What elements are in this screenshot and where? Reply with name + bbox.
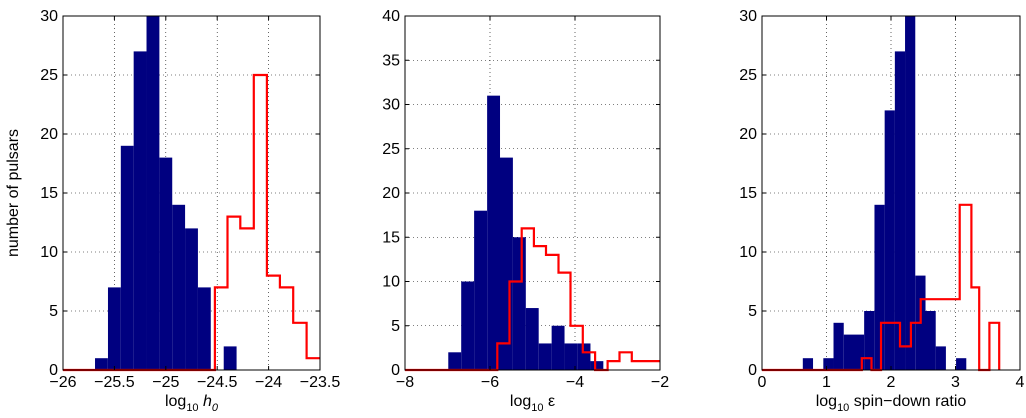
x-tick-label: 0: [758, 374, 767, 391]
y-tick-label: 30: [382, 97, 400, 114]
x-tick-label: 4: [1016, 374, 1025, 391]
histogram-bar: [823, 358, 834, 370]
histogram-bar: [853, 334, 865, 370]
x-axis-label: log10 spin−down ratio: [816, 393, 967, 414]
x-axis-label-base: log: [816, 393, 837, 410]
x-axis-label-base: log: [165, 393, 186, 410]
y-tick-label: 20: [382, 185, 400, 202]
histogram-bar: [185, 228, 198, 370]
step-outline: [63, 73, 320, 372]
histogram-bar: [935, 346, 946, 370]
histogram-bar: [874, 204, 885, 370]
x-axis-label-base: log: [510, 393, 531, 410]
x-axis-label-symbol: ε: [544, 393, 556, 410]
y-tick-label: 25: [382, 141, 400, 158]
x-tick-label: −25.5: [94, 374, 135, 391]
histogram-bar: [564, 343, 578, 370]
y-tick-label: 15: [40, 185, 58, 202]
x-tick-label: −8: [396, 374, 414, 391]
x-tick-label: 3: [951, 374, 960, 391]
y-tick-label: 10: [40, 244, 58, 261]
y-tick-label: 0: [391, 362, 400, 379]
histogram-bar: [172, 204, 186, 370]
y-tick-label: 5: [748, 303, 757, 320]
histogram-bar: [894, 51, 906, 371]
y-tick-label: 20: [739, 126, 757, 143]
x-tick-label: −24.5: [197, 374, 238, 391]
histogram-bar: [843, 334, 854, 370]
x-tick-label: −2: [651, 374, 669, 391]
x-axis-label-subscript: 10: [186, 402, 198, 414]
x-tick-label: −24: [255, 374, 282, 391]
histogram-bar: [474, 210, 488, 370]
histogram-bar: [461, 281, 475, 370]
y-tick-label: 20: [40, 126, 58, 143]
x-tick-label: −6: [481, 374, 499, 391]
y-tick-label: 15: [382, 229, 400, 246]
y-tick-label: 30: [739, 8, 757, 25]
y-tick-label: 5: [391, 318, 400, 335]
x-tick-label: 1: [822, 374, 831, 391]
histogram-bar: [223, 346, 237, 370]
histogram-bar: [159, 157, 173, 370]
x-tick-label: 2: [887, 374, 896, 391]
y-tick-label: 10: [382, 274, 400, 291]
x-axis-label: log10 ε: [510, 393, 555, 414]
x-axis-label-subscript: 10: [531, 402, 543, 414]
histogram-bar: [146, 16, 160, 370]
x-axis-label-symbol: h: [203, 393, 212, 410]
histogram-bar: [884, 110, 895, 371]
histogram-bar: [95, 358, 108, 370]
histogram-bar: [197, 287, 211, 370]
y-tick-label: 0: [748, 362, 757, 379]
histogram-bar: [107, 287, 121, 370]
x-tick-label: −26: [49, 374, 76, 391]
x-axis-label-symbol-subscript: 0: [212, 402, 219, 414]
x-tick-label: −23.5: [300, 374, 341, 391]
x-tick-label: −25: [152, 374, 179, 391]
y-tick-label: 15: [739, 185, 757, 202]
histogram-bar: [512, 237, 526, 370]
y-tick-label: 35: [382, 52, 400, 69]
x-axis-label: log10 h0: [165, 393, 219, 414]
histogram-bar: [133, 51, 147, 371]
histogram-bar: [802, 358, 814, 370]
y-tick-label: 30: [40, 8, 58, 25]
histogram-bar: [500, 157, 513, 370]
histogram-bar: [525, 308, 539, 370]
histogram-bar: [487, 95, 501, 371]
y-tick-label: 40: [382, 8, 400, 25]
y-tick-label: 0: [49, 362, 58, 379]
y-tick-label: 25: [40, 67, 58, 84]
step-outline: [405, 227, 660, 372]
y-tick-label: 10: [739, 244, 757, 261]
y-tick-label: 25: [739, 67, 757, 84]
panel-h0: −26 −25.5 −25 −24.5 −24 −23.5051015202530log1…: [40, 8, 340, 414]
histogram-bar: [864, 311, 875, 370]
histogram-bar: [956, 358, 967, 370]
histogram-bar: [590, 361, 604, 370]
histogram-bar: [925, 311, 936, 370]
histogram-bar: [833, 322, 844, 370]
histogram-bar: [448, 352, 462, 370]
histogram-bar: [120, 145, 134, 370]
histogram-bar: [538, 343, 552, 370]
histogram-bar: [577, 343, 591, 370]
x-axis-label-symbol: spin−down ratio: [849, 393, 966, 410]
histogram-bar: [905, 16, 916, 370]
histogram-bar: [551, 325, 565, 370]
x-axis-label-subscript: 10: [837, 402, 849, 414]
y-axis-label: number of pulsars: [5, 129, 22, 257]
x-tick-label: −4: [566, 374, 584, 391]
y-tick-label: 5: [49, 303, 58, 320]
